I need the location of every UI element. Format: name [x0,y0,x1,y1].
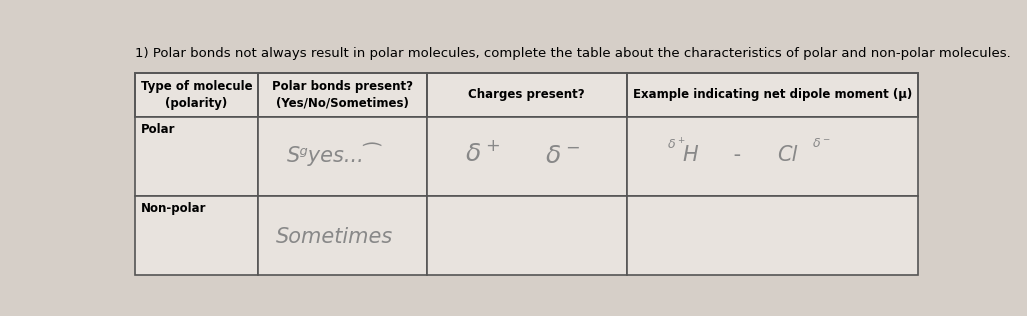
Text: Cl: Cl [776,145,797,165]
Bar [427,117,626,196]
Text: $\delta^-$: $\delta^-$ [812,137,831,150]
Text: Type of molecule
(polarity): Type of molecule (polarity) [141,80,253,110]
Bar [427,73,626,117]
Bar [626,73,918,117]
Bar [135,73,259,117]
Bar [259,196,427,275]
Bar [259,73,427,117]
Text: $\delta^+$: $\delta^+$ [465,141,500,167]
Text: H: H [683,145,698,165]
Bar [135,117,259,196]
Bar [626,196,918,275]
Text: Sᵍyes...⁀: Sᵍyes...⁀ [287,143,381,167]
Text: $\delta^+$: $\delta^+$ [667,137,685,153]
Text: Polar bonds present?
(Yes/No/Sometimes): Polar bonds present? (Yes/No/Sometimes) [272,80,413,110]
Text: $\delta^-$: $\delta^-$ [545,144,580,168]
Bar [135,196,259,275]
Text: -: - [727,145,748,165]
Text: Non-polar: Non-polar [141,202,206,215]
Bar [427,196,626,275]
Text: Polar: Polar [141,123,176,136]
Text: Sometimes: Sometimes [275,227,393,247]
Bar [259,117,427,196]
Text: Example indicating net dipole moment (μ): Example indicating net dipole moment (μ) [633,88,912,101]
Text: 1) Polar bonds not always result in polar molecules, complete the table about th: 1) Polar bonds not always result in pola… [135,47,1011,60]
Bar [626,117,918,196]
Text: Charges present?: Charges present? [468,88,585,101]
